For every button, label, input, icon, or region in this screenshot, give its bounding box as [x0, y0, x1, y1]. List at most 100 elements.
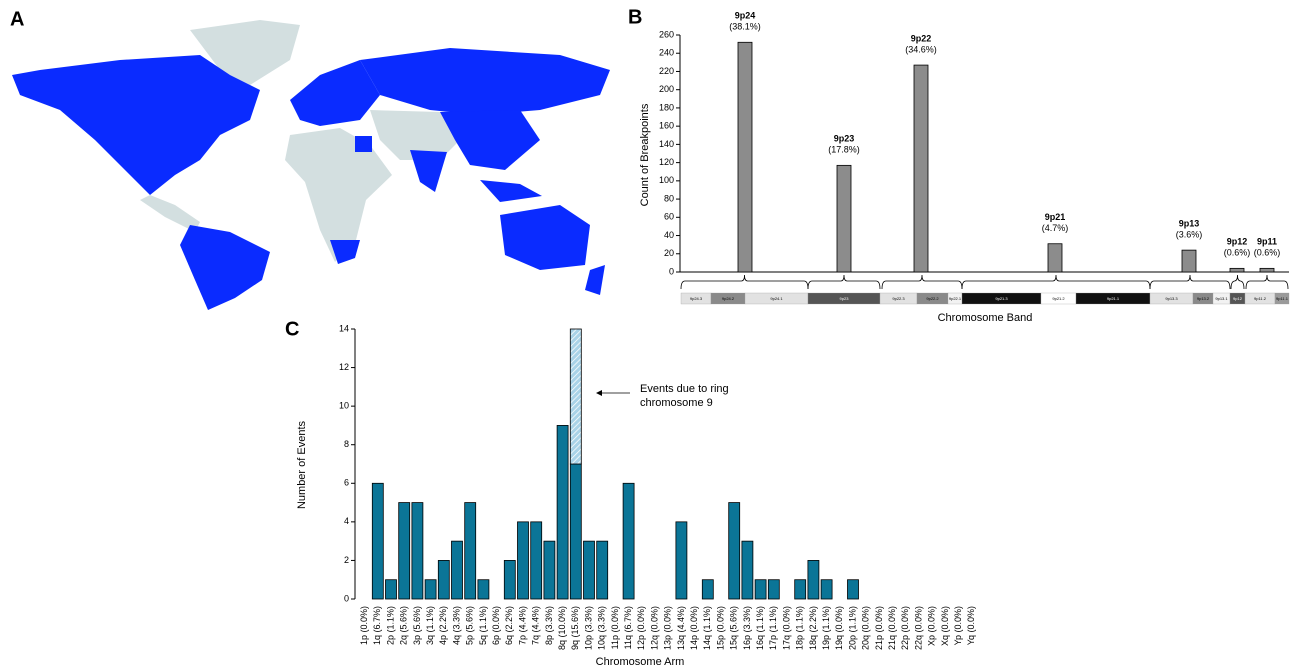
x-tick-label: 2p (1.1%) — [385, 606, 395, 645]
band-label: 9p12 — [1233, 296, 1243, 301]
y-tick-label: 60 — [664, 212, 674, 222]
bar — [741, 540, 754, 600]
x-tick-label: Yp (0.0%) — [953, 606, 963, 645]
world-map — [12, 20, 610, 310]
x-axis-label: Chromosome Band — [938, 312, 1033, 324]
x-tick-label: 11q (6.7%) — [623, 606, 633, 649]
x-tick-label: 3p (5.6%) — [412, 606, 422, 645]
russia — [360, 48, 610, 115]
bar-label: 9p23 — [834, 134, 855, 144]
bar — [371, 482, 384, 600]
band-label: 9p13.2 — [1197, 296, 1210, 301]
band-label: 9p21.3 — [995, 296, 1008, 301]
bar-label: 9p11 — [1257, 237, 1277, 247]
y-tick-label: 200 — [659, 84, 674, 94]
x-tick-label: 4p (2.2%) — [438, 606, 448, 645]
y-axis-label: Number of Events — [296, 420, 308, 509]
x-tick-label: 8q (10.0%) — [557, 606, 567, 650]
band-label: 9p24.2 — [722, 296, 735, 301]
bar — [847, 579, 859, 600]
bar — [754, 579, 767, 600]
southeast-asia — [480, 180, 542, 202]
band-label: 9p11.2 — [1254, 296, 1267, 301]
percent-label: (0.6%) — [1254, 248, 1281, 258]
x-tick-label: 5q (1.1%) — [478, 606, 488, 645]
africa — [285, 128, 392, 262]
percent-label: (38.1%) — [729, 22, 761, 32]
x-tick-label: 18q (2.2%) — [808, 606, 818, 650]
y-tick-label: 240 — [659, 48, 674, 58]
x-tick-label: 19p (1.1%) — [821, 606, 831, 650]
bar — [503, 560, 516, 600]
bar — [543, 540, 556, 600]
x-tick-label: 9q (15.6%) — [570, 606, 580, 650]
bracket — [1245, 274, 1289, 290]
x-tick-label: 22q (0.0%) — [913, 606, 923, 650]
band-label: 9p13.1 — [1215, 296, 1228, 301]
band — [1274, 292, 1290, 305]
europe — [290, 60, 380, 126]
x-tick-label: 15p (0.0%) — [715, 606, 725, 650]
y-tick-label: 12 — [339, 362, 349, 372]
south-america — [180, 225, 270, 310]
y-tick-label: 160 — [659, 121, 674, 131]
x-tick-label: 12q (0.0%) — [649, 606, 659, 650]
band-label: 9p21.2 — [1052, 296, 1065, 301]
x-tick-label: 15q (5.6%) — [729, 606, 739, 650]
bar-label: 9p24 — [735, 11, 756, 21]
y-tick-label: 220 — [659, 66, 674, 76]
band-label: 9p11.1 — [1276, 296, 1289, 301]
bracket — [1149, 274, 1231, 290]
bar-label: 9p22 — [911, 33, 932, 43]
y-tick-label: 2 — [344, 555, 349, 565]
x-axis-label: Chromosome Arm — [596, 656, 685, 668]
x-tick-label: 7q (4.4%) — [531, 606, 541, 645]
bracket — [680, 274, 809, 290]
bar — [794, 579, 807, 600]
y-tick-label: 14 — [339, 323, 349, 333]
percent-label: (3.6%) — [1176, 229, 1203, 239]
y-tick-label: 140 — [659, 139, 674, 149]
annotation: Events due to ring chromosome 9 — [640, 383, 729, 409]
percent-label: (4.7%) — [1042, 223, 1069, 233]
x-tick-label: 3q (1.1%) — [425, 606, 435, 645]
bar-label: 9p21 — [1045, 212, 1066, 222]
central-america — [140, 195, 200, 232]
percent-label: (34.6%) — [905, 44, 937, 54]
egypt — [355, 136, 372, 152]
y-tick-label: 180 — [659, 102, 674, 112]
india — [410, 150, 447, 192]
bar — [556, 425, 569, 600]
china — [440, 110, 540, 170]
x-tick-label: 18p (1.1%) — [795, 606, 805, 650]
y-tick-label: 8 — [344, 439, 349, 449]
x-tick-label: 6p (0.0%) — [491, 606, 501, 645]
bar — [913, 64, 929, 273]
x-tick-label: 4q (3.3%) — [451, 606, 461, 645]
bar — [569, 463, 582, 600]
x-tick-label: Yq (0.0%) — [966, 606, 976, 645]
band-label: 9p24.1 — [770, 296, 783, 301]
y-tick-label: 260 — [659, 29, 674, 39]
band-label: 9p22.1 — [949, 296, 962, 301]
bracket — [961, 274, 1151, 290]
bar — [622, 482, 635, 600]
y-tick-label: 10 — [339, 401, 349, 411]
band-label: 9p13.3 — [1165, 296, 1178, 301]
bar — [1047, 243, 1063, 273]
bar — [1229, 267, 1245, 273]
y-tick-label: 20 — [664, 248, 674, 258]
bar — [807, 560, 820, 600]
bar — [451, 540, 463, 600]
x-tick-label: 7p (4.4%) — [517, 606, 527, 645]
ring-bar — [569, 328, 582, 465]
australia — [500, 205, 590, 270]
panel-label: A — [10, 8, 24, 30]
panel-label: C — [285, 318, 299, 340]
central-asia — [370, 110, 460, 160]
bar — [1259, 267, 1275, 273]
y-tick-label: 40 — [664, 230, 674, 240]
bar — [385, 579, 397, 600]
